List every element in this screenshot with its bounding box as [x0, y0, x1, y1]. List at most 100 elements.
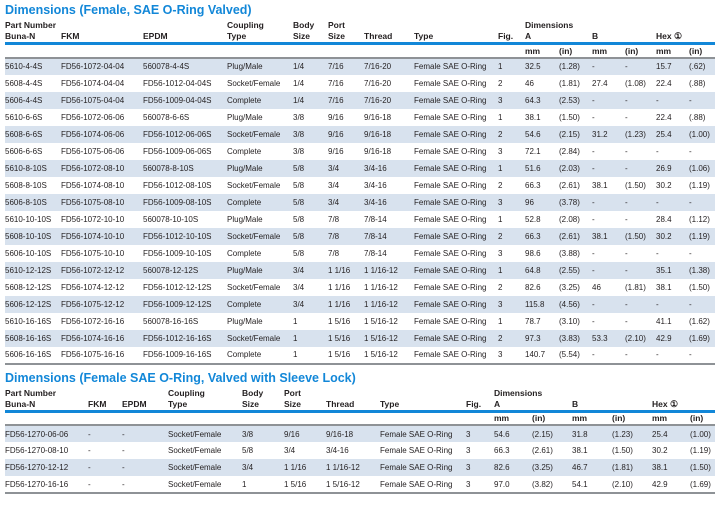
cell-fkm: -: [88, 476, 122, 494]
col-header-dimensions: Dimensions: [525, 20, 574, 30]
col-header-a: A: [494, 398, 572, 413]
cell-a-mm: 72.1: [525, 146, 541, 156]
cell-type: Female SAE O-Ring: [414, 163, 487, 173]
cell-b-mm: 31.8: [572, 429, 588, 439]
col-header-hex: Hex ①: [656, 31, 715, 45]
header-row-group: Part Number Coupling Body Port Dimension…: [5, 20, 715, 31]
cell-fig: 3: [498, 95, 503, 105]
cell-fig: 2: [498, 231, 503, 241]
cell-port-size: 3/4: [328, 180, 340, 190]
cell-fkm: FD56-1072-12-12: [61, 265, 125, 275]
cell-hex-in: (1.50): [690, 463, 711, 472]
cell-fig: 1: [498, 163, 503, 173]
cell-a-mm: 46: [525, 78, 534, 88]
cell-coupling-type: Socket/Female: [227, 78, 281, 88]
cell-b-in: (1.50): [625, 231, 646, 241]
cell-port-size: 9/16: [328, 129, 344, 139]
cell-b-mm: -: [592, 95, 595, 105]
table1-section: Dimensions (Female, SAE O-Ring Valved) P…: [5, 3, 715, 365]
cell-body-size: 3/8: [293, 112, 305, 122]
cell-a-in: (2.53): [559, 95, 580, 105]
cell-fkm: FD56-1074-10-10: [61, 231, 125, 241]
cell-a-in: (1.81): [559, 78, 580, 88]
col-header-coupling-line2: Type: [227, 31, 293, 45]
cell-body-size: 3/4: [293, 299, 305, 309]
cell-b-mm: -: [592, 265, 595, 275]
cell-hex-mm: 25.4: [656, 129, 672, 139]
cell-hex-in: (1.00): [690, 429, 711, 439]
cell-epdm: FD56-1012-10-10S: [143, 231, 212, 241]
cell-fkm: FD56-1075-04-04: [61, 95, 125, 105]
cell-a-mm: 54.6: [525, 129, 541, 139]
cell-a-in: (2.15): [532, 429, 553, 439]
col-header-b: B: [572, 398, 652, 413]
cell-thread: 3/4-16: [364, 197, 387, 207]
cell-hex-in: (1.12): [689, 214, 710, 224]
cell-b-mm: 27.4: [592, 78, 608, 88]
cell-hex-mm: 42.9: [652, 476, 690, 494]
units-row: mm (in) mm (in) mm (in): [5, 411, 715, 426]
cell-hex-in: (1.06): [689, 163, 710, 173]
col-header-coupling-line2: Type: [168, 398, 242, 413]
cell-epdm: FD56-1009-06-06S: [143, 146, 212, 156]
col-header-fig: Fig.: [498, 31, 525, 45]
cell-b-mm: -: [592, 299, 595, 309]
col-header-dimensions: Dimensions: [494, 387, 543, 398]
cell-fig: 2: [498, 282, 503, 292]
cell-hex-in: (1.69): [689, 333, 710, 343]
cell-buna-n: FD56-1270-08-10: [5, 446, 69, 455]
cell-fkm: FD56-1075-16-16: [61, 346, 143, 365]
cell-body-size: 5/8: [293, 214, 305, 224]
cell-coupling-type: Plug/Male: [227, 62, 263, 71]
cell-a-in: (3.78): [559, 197, 580, 207]
cell-coupling-type: Plug/Male: [227, 112, 263, 122]
col-header-port-line1: Port: [284, 387, 301, 398]
cell-body-size: 5/8: [293, 163, 305, 173]
table-row: 5608-16-16S FD56-1074-16-16 FD56-1012-16-1…: [5, 329, 715, 347]
cell-type: Female SAE O-Ring: [380, 463, 453, 472]
cell-a-mm: 82.6: [525, 282, 541, 292]
cell-type: Female SAE O-Ring: [414, 265, 487, 275]
cell-coupling-type: Plug/Male: [227, 316, 263, 326]
cell-fig: 2: [498, 78, 503, 88]
cell-type: Female SAE O-Ring: [414, 346, 498, 365]
cell-port-size: 7/16: [328, 62, 344, 71]
cell-a-in: (1.28): [559, 62, 580, 71]
cell-type: Female SAE O-Ring: [380, 446, 453, 455]
col-header-coupling-line1: Coupling: [227, 20, 264, 30]
cell-hex-in: (1.19): [689, 231, 710, 241]
cell-type: Female SAE O-Ring: [414, 299, 487, 309]
col-header-body-line1: Body: [242, 387, 264, 398]
cell-coupling-type: Socket/Female: [227, 129, 281, 139]
col-header-port-line2: Size: [328, 31, 364, 45]
cell-a-in: (2.61): [559, 231, 580, 241]
cell-a-in: (3.25): [532, 463, 553, 472]
cell-b-mm: 46: [592, 282, 601, 292]
cell-type: Female SAE O-Ring: [414, 62, 487, 71]
cell-b-in: -: [625, 316, 628, 326]
cell-epdm: FD56-1009-04-04S: [143, 95, 212, 105]
cell-thread: 7/8-14: [364, 231, 387, 241]
unit-a-in: (in): [532, 411, 572, 426]
cell-type: Female SAE O-Ring: [414, 78, 487, 88]
unit-b-mm: mm: [592, 43, 625, 59]
cell-a-mm: 51.6: [525, 163, 541, 173]
cell-a-mm: 82.6: [494, 463, 510, 472]
cell-b-in: -: [625, 299, 628, 309]
cell-port-size: 1 5/16: [284, 476, 326, 494]
cell-fig: 3: [498, 346, 525, 365]
cell-type: Female SAE O-Ring: [414, 231, 487, 241]
cell-fkm: FD56-1075-12-12: [61, 299, 125, 309]
col-header-fkm: FKM: [88, 398, 122, 413]
cell-hex-in: (1.38): [689, 265, 710, 275]
cell-hex-mm: 22.4: [656, 78, 672, 88]
cell-type: Female SAE O-Ring: [414, 214, 487, 224]
cell-b-in: -: [625, 62, 628, 71]
table2-body: FD56-1270-06-06- - Socket/Female 3/8 9/16 9/1…: [5, 425, 715, 494]
cell-buna-n: 5610-4-4S: [5, 62, 43, 71]
table-row: 5606-8-10S FD56-1075-08-10 FD56-1009-08-10…: [5, 193, 715, 211]
cell-b-in: -: [625, 265, 628, 275]
table-row: 5608-10-10S FD56-1074-10-10 FD56-1012-10-1…: [5, 227, 715, 245]
cell-body-size: 1/4: [293, 95, 305, 105]
